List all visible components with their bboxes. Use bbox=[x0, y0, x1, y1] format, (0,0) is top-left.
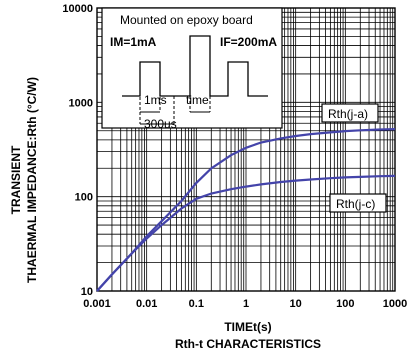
y-axis-title-line1: TRANSIENT bbox=[9, 145, 23, 214]
chart-caption: Rth-t CHARACTERISTICS bbox=[175, 337, 321, 351]
x-axis-ticks: 0.001 0.01 0.1 1 10 100 1000 bbox=[83, 298, 407, 310]
y-tick-label: 10000 bbox=[62, 3, 93, 15]
inset-pulse2-label: time bbox=[186, 93, 209, 107]
legend-rth-ja: Rth(j-a) bbox=[321, 103, 379, 123]
y-tick-label: 1000 bbox=[69, 97, 93, 109]
series-layer bbox=[96, 128, 396, 292]
inset-period-label: 300us bbox=[144, 117, 177, 131]
series-line-rth-jc bbox=[96, 174, 396, 292]
legend-rth-jc: Rth(j-c) bbox=[329, 193, 387, 213]
inset-title: Mounted on epoxy board bbox=[120, 13, 253, 27]
series-line-rth-ja bbox=[96, 128, 396, 292]
x-tick-label: 0.1 bbox=[189, 298, 204, 310]
x-tick-label: 100 bbox=[336, 298, 354, 310]
inset-left-label: IM=1mA bbox=[110, 35, 157, 49]
x-tick-label: 0.001 bbox=[83, 298, 111, 310]
inset-right-label: IF=200mA bbox=[220, 35, 277, 49]
legend-rth-ja-label: Rth(j-a) bbox=[328, 107, 368, 121]
x-tick-label: 1000 bbox=[383, 298, 407, 310]
pulse-waveform bbox=[122, 35, 268, 97]
legend-rth-jc-box bbox=[329, 193, 387, 213]
inset-pulse1-label: 1ms bbox=[144, 93, 167, 107]
x-axis-title: TIMEt(s) bbox=[224, 320, 271, 334]
y-tick-label: 10 bbox=[81, 286, 93, 298]
x-tick-label: 1 bbox=[243, 298, 249, 310]
measurement-inset: Mounted on epoxy board IM=1mA IF=200mA 1… bbox=[101, 7, 283, 131]
y-tick-label: 100 bbox=[75, 192, 93, 204]
y-axis-title-line2: THAERMAL IMPEDANCE:Rth (°C/W) bbox=[25, 77, 39, 283]
x-tick-label: 0.01 bbox=[136, 298, 157, 310]
inset-box bbox=[101, 7, 283, 129]
legend-rth-ja-box bbox=[321, 103, 379, 123]
y-axis-ticks: 10 100 1000 10000 bbox=[62, 3, 93, 298]
legend-rth-jc-label: Rth(j-c) bbox=[336, 197, 375, 211]
x-tick-label: 10 bbox=[290, 298, 302, 310]
